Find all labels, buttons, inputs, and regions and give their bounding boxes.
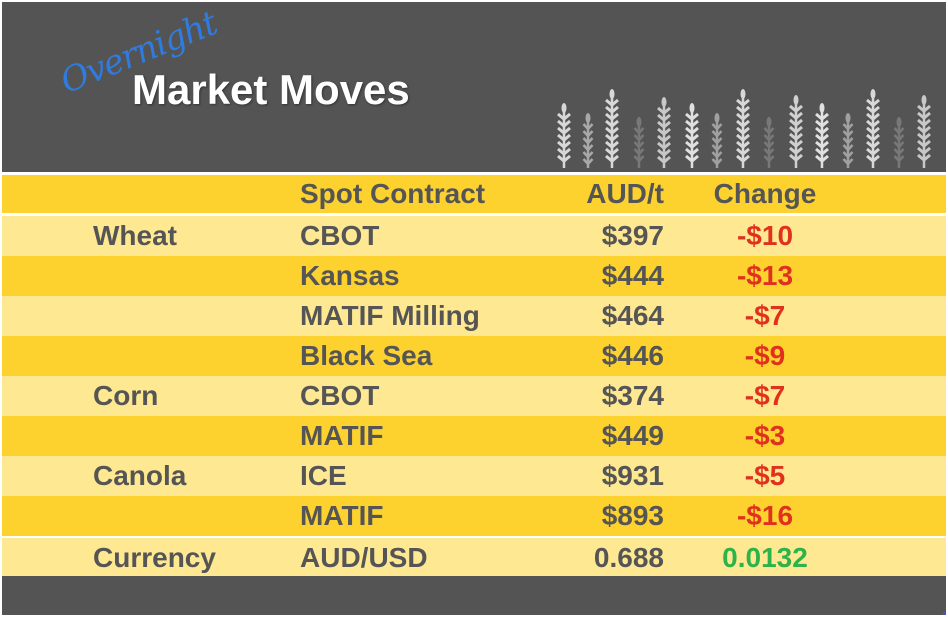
price-cell: $446 [601, 340, 664, 371]
column-header-price: AUD/t [586, 178, 664, 209]
contract-cell: Black Sea [300, 340, 433, 371]
change-cell: 0.0132 [722, 542, 808, 573]
wheat-stalk-icon [605, 89, 619, 168]
table-row: MATIF $449 -$3 [2, 416, 946, 456]
price-cell: 0.688 [593, 542, 664, 573]
column-header-change: Change [713, 178, 817, 209]
footer-bar [2, 576, 946, 615]
commodity-cell: Currency [93, 542, 216, 573]
market-table: Spot Contract AUD/t Change Wheat CBOT $397… [2, 175, 946, 578]
table-row: Currency AUD/USD 0.688 0.0132 [2, 538, 946, 578]
contract-cell: MATIF Milling [300, 300, 480, 331]
price-cell: $931 [601, 460, 664, 491]
wheat-stalk-icon [736, 89, 750, 168]
table-row: Canola ICE $931 -$5 [2, 456, 946, 496]
wheat-stalk-icon [842, 113, 854, 168]
price-cell: $397 [601, 220, 664, 251]
table-row: Kansas $444 -$13 [2, 256, 946, 296]
table-header-row: Spot Contract AUD/t Change [2, 175, 946, 213]
change-cell: -$7 [744, 380, 786, 411]
change-cell: -$10 [736, 220, 794, 251]
wheat-stalk-icon [557, 103, 571, 168]
column-header-contract: Spot Contract [300, 178, 486, 209]
wheat-stalk-icon [893, 117, 905, 168]
change-cell: -$16 [736, 500, 794, 531]
wheat-stalk-icon [815, 103, 829, 168]
contract-cell: MATIF [300, 420, 384, 451]
contract-cell: MATIF [300, 500, 384, 531]
price-cell: $464 [601, 300, 664, 331]
wheat-stalk-icon [917, 95, 931, 168]
page-title: Market Moves [132, 66, 410, 113]
table-row: MATIF Milling $464 -$7 [2, 296, 946, 336]
wheat-stalk-icon [711, 113, 723, 168]
price-cell: $449 [601, 420, 664, 451]
wheat-stalk-icon [633, 117, 645, 168]
table-row: Corn CBOT $374 -$7 [2, 376, 946, 416]
commodity-cell: Canola [93, 460, 187, 491]
table-row: MATIF $893 -$16 [2, 496, 946, 536]
change-cell: -$5 [744, 460, 786, 491]
wheat-stalk-icon [582, 113, 594, 168]
wheat-stalk-icon [789, 95, 803, 168]
change-cell: -$9 [744, 340, 786, 371]
corner-mark [943, 612, 946, 615]
wheat-stalk-icon [763, 117, 775, 168]
contract-cell: ICE [300, 460, 347, 491]
wheat-stalk-icon [685, 103, 699, 168]
header-banner: Overnight Market Moves [2, 2, 946, 172]
contract-cell: CBOT [300, 380, 380, 411]
price-cell: $444 [601, 260, 664, 291]
commodity-cell: Wheat [93, 220, 177, 251]
commodity-cell: Corn [93, 380, 159, 411]
contract-cell: Kansas [300, 260, 400, 291]
table-row: Wheat CBOT $397 -$10 [2, 216, 946, 256]
table-row: Black Sea $446 -$9 [2, 336, 946, 376]
wheat-stalk-icon [657, 97, 671, 168]
contract-cell: CBOT [300, 220, 380, 251]
contract-cell: AUD/USD [300, 542, 428, 573]
wheat-icon [557, 89, 931, 168]
change-cell: -$13 [736, 260, 794, 291]
wheat-stalk-icon [866, 89, 880, 168]
change-cell: -$3 [744, 420, 786, 451]
price-cell: $893 [601, 500, 664, 531]
price-cell: $374 [601, 380, 664, 411]
change-cell: -$7 [744, 300, 786, 331]
